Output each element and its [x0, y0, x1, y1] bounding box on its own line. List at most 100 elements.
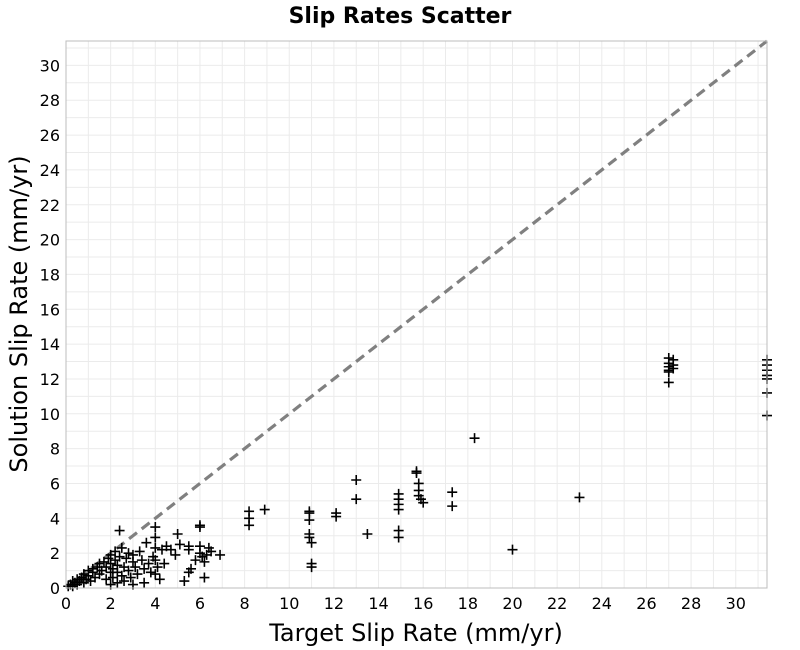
x-tick-label: 18 [458, 594, 478, 613]
data-point [101, 574, 112, 585]
data-point [154, 574, 165, 585]
y-tick-label: 20 [40, 231, 60, 250]
data-point [119, 576, 130, 587]
x-tick-label: 16 [413, 594, 433, 613]
data-point [304, 532, 315, 543]
data-point [150, 532, 161, 543]
data-point [107, 572, 118, 583]
x-tick-label: 6 [195, 594, 205, 613]
y-axis-label: Solution Slip Rate (mm/yr) [5, 155, 33, 472]
data-point [179, 576, 190, 587]
data-point [125, 572, 136, 583]
y-tick-label: 28 [40, 91, 60, 110]
data-point [165, 544, 176, 555]
data-point [127, 549, 138, 560]
y-tick-label: 2 [50, 544, 60, 563]
data-point [114, 525, 125, 536]
data-point [132, 569, 143, 580]
data-point [393, 532, 404, 543]
data-point [130, 562, 141, 573]
data-points [63, 353, 772, 592]
data-point [150, 569, 161, 580]
y-tick-label: 8 [50, 440, 60, 459]
reference-line [65, 39, 768, 590]
y-tick-label: 0 [50, 579, 60, 598]
data-point [136, 555, 147, 566]
x-tick-label: 10 [279, 594, 299, 613]
data-point [134, 546, 145, 557]
x-tick-label: 22 [547, 594, 567, 613]
x-tick-label: 2 [106, 594, 116, 613]
x-tick-label: 14 [368, 594, 388, 613]
data-point [574, 492, 585, 503]
y-tick-label: 14 [40, 335, 60, 354]
data-point [150, 542, 161, 553]
data-point [362, 528, 373, 539]
data-point [304, 515, 315, 526]
data-point [72, 574, 83, 585]
data-point [469, 433, 480, 444]
y-tick-label: 12 [40, 370, 60, 389]
data-point [110, 546, 121, 557]
x-tick-label: 24 [592, 594, 612, 613]
x-tick-label: 4 [150, 594, 160, 613]
data-point [351, 494, 362, 505]
x-axis-label: Target Slip Rate (mm/yr) [268, 619, 563, 647]
data-point [139, 563, 150, 574]
data-point [87, 563, 98, 574]
data-point [112, 577, 123, 588]
data-point [186, 563, 197, 574]
plot-frame [65, 40, 768, 589]
data-point [447, 487, 458, 498]
data-point [244, 520, 255, 531]
data-point [139, 577, 150, 588]
data-point [199, 572, 210, 583]
data-point [199, 556, 210, 567]
data-point [393, 504, 404, 515]
data-point [94, 558, 105, 569]
data-point [190, 555, 201, 566]
data-point [159, 558, 170, 569]
data-point [259, 504, 270, 515]
data-point [206, 546, 217, 557]
data-point [174, 539, 185, 550]
data-point [306, 562, 317, 573]
y-tick-label: 6 [50, 474, 60, 493]
data-point [668, 363, 679, 374]
data-point [121, 553, 132, 564]
x-tick-label: 12 [324, 594, 344, 613]
x-tick-label: 0 [61, 594, 71, 613]
data-point [447, 501, 458, 512]
data-point [411, 468, 422, 479]
data-point [143, 558, 154, 569]
y-tick-label: 26 [40, 126, 60, 145]
data-point [112, 560, 123, 571]
data-point [507, 544, 518, 555]
data-point [114, 551, 125, 562]
data-point [215, 549, 226, 560]
y-tick-label: 30 [40, 56, 60, 75]
y-tick-label: 4 [50, 509, 60, 528]
data-point [150, 555, 161, 566]
x-axis-ticks: 0 2 4 6 8 10 12 14 16 18 20 22 24 26 28 30 [61, 594, 746, 613]
data-point [172, 528, 183, 539]
x-tick-label: 20 [502, 594, 522, 613]
data-point [123, 565, 134, 576]
data-point [183, 544, 194, 555]
y-tick-label: 16 [40, 300, 60, 319]
data-point [663, 377, 674, 388]
y-tick-label: 10 [40, 405, 60, 424]
data-point [150, 522, 161, 533]
data-point [194, 522, 205, 533]
data-point [351, 474, 362, 485]
y-tick-label: 24 [40, 161, 60, 180]
data-point [145, 567, 156, 578]
x-tick-label: 8 [240, 594, 250, 613]
data-point [331, 511, 342, 522]
data-point [116, 570, 127, 581]
data-point [306, 537, 317, 548]
y-tick-label: 18 [40, 265, 60, 284]
chart-title: Slip Rates Scatter [289, 4, 512, 29]
